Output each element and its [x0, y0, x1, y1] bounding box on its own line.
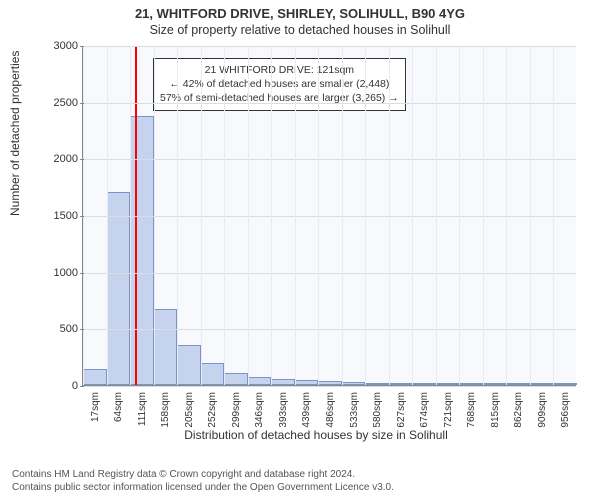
x-tick-label: 439sqm	[301, 392, 312, 428]
y-tick-label: 500	[38, 323, 78, 335]
histogram-bar	[365, 383, 389, 385]
gridline-v	[271, 46, 272, 385]
x-tick-label: 17sqm	[90, 392, 101, 422]
histogram-bar	[130, 116, 154, 385]
gridline-v	[483, 46, 484, 385]
page-subtitle: Size of property relative to detached ho…	[0, 23, 600, 37]
y-tick-label: 1500	[38, 210, 78, 222]
x-tick-label: 580sqm	[372, 392, 383, 428]
x-tick-label: 111sqm	[137, 392, 148, 426]
histogram-bar	[459, 383, 483, 385]
gridline-v	[459, 46, 460, 385]
gridline-v	[412, 46, 413, 385]
x-tick-label: 815sqm	[490, 392, 501, 428]
histogram-bar	[436, 383, 460, 385]
gridline-v	[177, 46, 178, 385]
histogram-bar	[318, 381, 342, 385]
footer-line: Contains HM Land Registry data © Crown c…	[12, 468, 394, 481]
x-tick-label: 252sqm	[207, 392, 218, 428]
histogram-chart: Number of detached properties 21 WHITFOR…	[56, 46, 576, 418]
x-tick-label: 862sqm	[513, 392, 524, 428]
y-tick-label: 3000	[38, 40, 78, 52]
x-tick-label: 486sqm	[325, 392, 336, 428]
y-axis-label: Number of detached properties	[8, 51, 22, 216]
x-tick-label: 768sqm	[466, 392, 477, 428]
histogram-bar	[389, 383, 413, 385]
x-tick-label: 909sqm	[537, 392, 548, 428]
y-tick-label: 2500	[38, 97, 78, 109]
histogram-bar	[530, 383, 554, 385]
histogram-bar	[553, 383, 577, 385]
gridline-v	[248, 46, 249, 385]
gridline-h	[83, 46, 576, 47]
x-tick-label: 956sqm	[560, 392, 571, 428]
histogram-bar	[342, 382, 366, 385]
gridline-v	[342, 46, 343, 385]
histogram-bar	[295, 380, 319, 385]
y-tick-label: 2000	[38, 153, 78, 165]
histogram-bar	[154, 309, 178, 385]
annotation-line: ← 42% of detached houses are smaller (2,…	[160, 77, 399, 91]
y-tick-label: 1000	[38, 267, 78, 279]
gridline-v	[201, 46, 202, 385]
y-tick-label: 0	[38, 380, 78, 392]
x-axis-label: Distribution of detached houses by size …	[56, 428, 576, 442]
x-tick-label: 393sqm	[278, 392, 289, 428]
histogram-bar	[201, 363, 225, 385]
gridline-v	[436, 46, 437, 385]
histogram-bar	[177, 345, 201, 385]
histogram-bar	[412, 383, 436, 385]
annotation-line: 21 WHITFORD DRIVE: 121sqm	[160, 63, 399, 77]
histogram-bar	[248, 377, 272, 385]
x-tick-label: 346sqm	[254, 392, 265, 428]
x-tick-label: 627sqm	[396, 392, 407, 428]
x-tick-label: 205sqm	[184, 392, 195, 428]
footer-line: Contains public sector information licen…	[12, 481, 394, 494]
gridline-v	[389, 46, 390, 385]
gridline-h	[83, 273, 576, 274]
histogram-bar	[224, 373, 248, 385]
gridline-v	[318, 46, 319, 385]
gridline-h	[83, 216, 576, 217]
gridline-v	[107, 46, 108, 385]
x-tick-label: 533sqm	[349, 392, 360, 428]
gridline-h	[83, 103, 576, 104]
x-tick-label: 64sqm	[113, 392, 124, 422]
gridline-v	[530, 46, 531, 385]
gridline-v	[224, 46, 225, 385]
x-tick-label: 299sqm	[231, 392, 242, 428]
histogram-bar	[483, 383, 507, 385]
gridline-v	[130, 46, 131, 385]
gridline-v	[553, 46, 554, 385]
histogram-bar	[107, 192, 131, 385]
histogram-bar	[506, 383, 530, 385]
gridline-v	[506, 46, 507, 385]
histogram-bar	[83, 369, 107, 385]
x-tick-label: 674sqm	[419, 392, 430, 428]
page-title: 21, WHITFORD DRIVE, SHIRLEY, SOLIHULL, B…	[0, 6, 600, 21]
gridline-v	[295, 46, 296, 385]
gridline-v	[154, 46, 155, 385]
gridline-h	[83, 159, 576, 160]
x-tick-label: 721sqm	[443, 392, 454, 428]
histogram-bar	[271, 379, 295, 385]
gridline-h	[83, 329, 576, 330]
x-tick-label: 158sqm	[160, 392, 171, 428]
plot-area: 21 WHITFORD DRIVE: 121sqm ← 42% of detac…	[82, 46, 576, 386]
gridline-v	[365, 46, 366, 385]
attribution-footer: Contains HM Land Registry data © Crown c…	[12, 468, 394, 494]
